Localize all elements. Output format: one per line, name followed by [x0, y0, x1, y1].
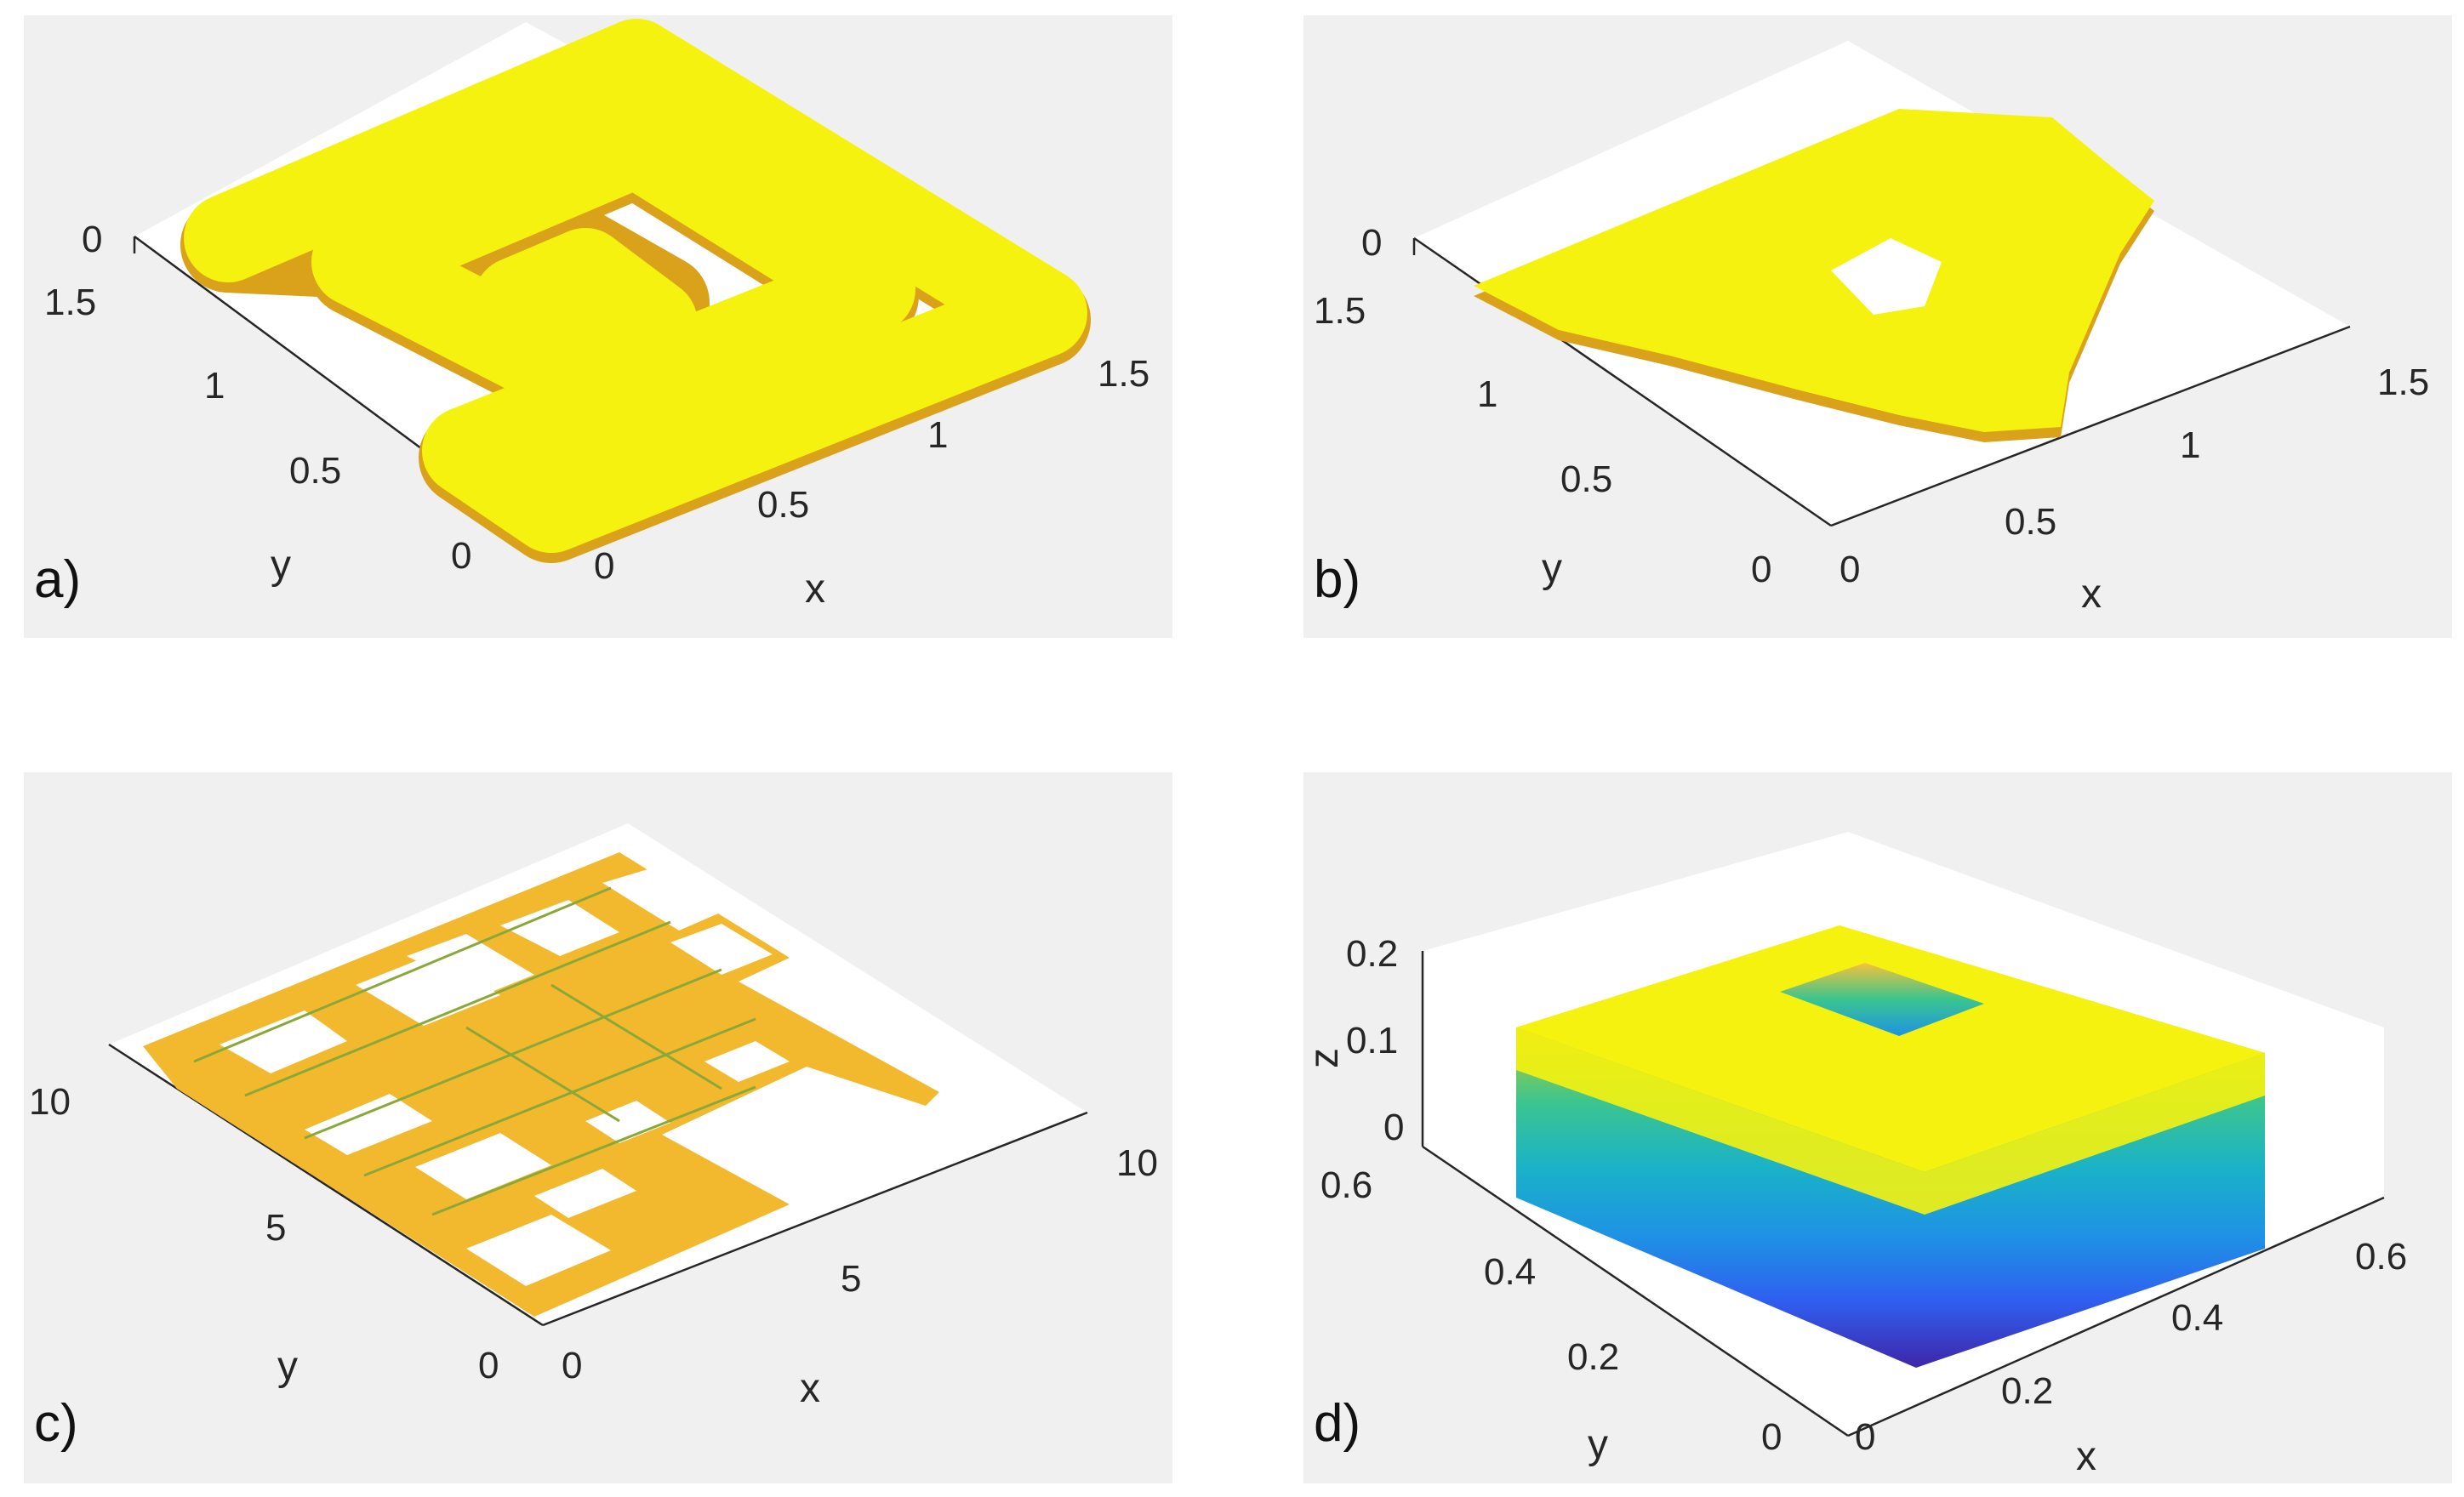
panel-c-plot: 10 5 0 0 5 10 y x — [29, 823, 1158, 1411]
x-tick-label: 0.4 — [2171, 1297, 2223, 1339]
x-tick-label: 1 — [927, 414, 948, 456]
z-tick-label: 0.1 — [1346, 1020, 1398, 1062]
y-axis-label: y — [1542, 546, 1562, 591]
y-axis-label: y — [1588, 1422, 1608, 1467]
x-tick-label: 1.5 — [2377, 361, 2429, 403]
y-tick-label: 10 — [29, 1081, 71, 1123]
panel-a: 0 1.5 1 0.5 0 0 0.5 1 1.5 y x a) — [24, 15, 1172, 638]
z-tick-label: 0.2 — [1346, 933, 1398, 975]
x-tick-label: 0 — [562, 1345, 582, 1386]
panel-label: a) — [34, 550, 82, 609]
y-axis-label: y — [271, 543, 291, 588]
circuit-traces — [143, 852, 939, 1317]
spiral-shape — [180, 19, 1091, 563]
y-tick-label: 0.5 — [289, 450, 341, 492]
triangle-hole — [1831, 238, 1942, 315]
y-tick-label: 1.5 — [44, 282, 96, 323]
y-tick-label: 0 — [1751, 549, 1771, 590]
x-tick-label: 0 — [1855, 1416, 1875, 1458]
x-axis-label: x — [805, 566, 825, 612]
panel-d: 0.2 0.1 0 z 0.6 0.4 0.2 0 0 0.2 0.4 0.6 … — [1303, 772, 2452, 1483]
y-axis-label: y — [277, 1344, 298, 1389]
x-axis-label: x — [2081, 572, 2102, 617]
x-tick-label: 1 — [2180, 424, 2200, 466]
y-tick-label: 0 — [478, 1345, 499, 1386]
panel-c: 10 5 0 0 5 10 y x c) — [24, 772, 1172, 1483]
x-tick-label: 0 — [594, 545, 614, 587]
x-tick-label: 0.6 — [2355, 1236, 2407, 1278]
x-tick-label: 0.5 — [2005, 501, 2056, 543]
x-axis-label: x — [800, 1366, 820, 1411]
x-tick-label: 0.5 — [757, 484, 809, 526]
panel-label: d) — [1314, 1394, 1361, 1453]
y-tick-label: 1 — [1477, 373, 1497, 415]
y-tick-label: 0.6 — [1320, 1164, 1372, 1206]
x-axis-line — [1830, 325, 2351, 527]
y-axis-line — [1422, 1145, 1849, 1437]
panel-b: 0 1.5 1 0.5 0 0 0.5 1 1.5 y x b) — [1303, 15, 2452, 638]
z-tick-label: 0 — [1361, 222, 1382, 264]
layered-ring — [1516, 925, 2265, 1368]
x-tick-label: 0.2 — [2001, 1370, 2053, 1412]
y-tick-label: 0 — [1761, 1416, 1782, 1458]
panel-d-plot: 0.2 0.1 0 z 0.6 0.4 0.2 0 0 0.2 0.4 0.6 … — [1303, 832, 2407, 1479]
x-axis-label: x — [2076, 1434, 2096, 1479]
panel-b-plot: 0 1.5 1 0.5 0 0 0.5 1 1.5 y x — [1314, 41, 2429, 617]
x-tick-label: 5 — [841, 1258, 861, 1300]
y-tick-label: 0.4 — [1484, 1251, 1536, 1293]
x-axis-line — [1847, 1196, 2385, 1437]
x-tick-label: 1.5 — [1098, 353, 1149, 395]
z-tick-label: 0 — [1383, 1107, 1404, 1148]
panel-label: b) — [1314, 550, 1361, 609]
x-tick-label: 0 — [1839, 549, 1860, 590]
x-axis-line — [542, 1111, 1088, 1327]
y-tick-label: 0.5 — [1560, 458, 1612, 500]
triangle-shape — [1474, 109, 2154, 442]
panel-label: c) — [34, 1394, 78, 1453]
ring-hole — [1780, 963, 1984, 1036]
y-tick-label: 1.5 — [1314, 290, 1366, 332]
z-axis-label: z — [1303, 1048, 1347, 1068]
x-tick-label: 10 — [1116, 1142, 1158, 1184]
y-tick-label: 0 — [451, 535, 471, 577]
y-tick-label: 5 — [265, 1207, 286, 1249]
panel-a-plot: 0 1.5 1 0.5 0 0 0.5 1 1.5 y x — [44, 19, 1149, 612]
y-tick-label: 0.2 — [1567, 1336, 1619, 1378]
y-tick-label: 1 — [204, 365, 225, 407]
z-tick-label: 0 — [82, 219, 102, 260]
